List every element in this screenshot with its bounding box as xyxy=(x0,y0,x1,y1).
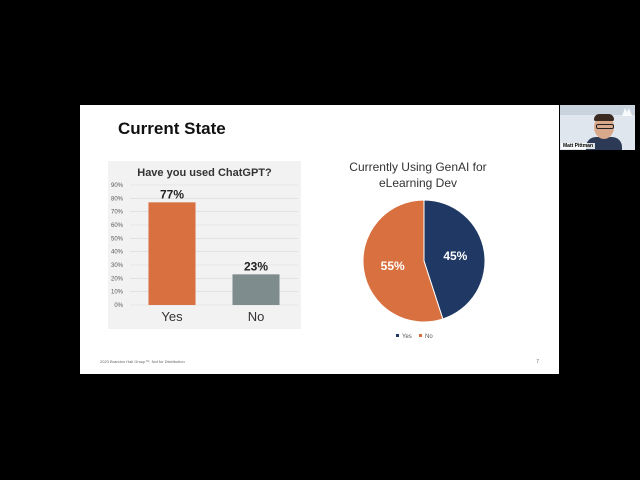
pie-slice-no xyxy=(362,199,444,323)
slide: Current State Have you used ChatGPT? 0% 1… xyxy=(80,105,559,374)
legend-label-yes: Yes xyxy=(402,334,412,340)
participant-body xyxy=(586,137,622,150)
y-tick-label: 0% xyxy=(114,303,123,309)
bar-chart: 0% 10% 20% 30% 40% 50% 60% 70% 80% 90% 77% Yes 23% No xyxy=(111,183,298,324)
data-label: 23% xyxy=(244,259,268,273)
pie-chart: 45% 55% Yes No xyxy=(362,199,486,340)
participant-face xyxy=(594,115,614,139)
bar-no xyxy=(232,274,280,305)
pie-data-label: 55% xyxy=(381,259,405,273)
pie-title-line-1: Currently Using GenAI for xyxy=(349,160,487,174)
x-tick-label: No xyxy=(248,309,265,324)
y-tick-label: 60% xyxy=(111,223,124,229)
company-logo-icon xyxy=(622,108,632,116)
data-label: 77% xyxy=(160,187,184,201)
y-tick-label: 70% xyxy=(111,210,124,216)
legend-swatch-yes xyxy=(396,334,399,337)
pie-data-label: 45% xyxy=(443,249,467,263)
participant-video-tile[interactable]: Matt Pittman xyxy=(560,105,635,150)
x-tick-label: Yes xyxy=(161,309,183,324)
legend-swatch-no xyxy=(419,334,422,337)
y-tick-label: 30% xyxy=(111,263,124,269)
y-tick-label: 80% xyxy=(111,196,124,202)
legend-label-no: No xyxy=(425,334,433,340)
bar-chart-panel: Have you used ChatGPT? 0% 10% 20% 30% 40% 50%… xyxy=(108,161,301,329)
y-tick-label: 40% xyxy=(111,250,124,256)
participant-name: Matt Pittman xyxy=(561,143,595,149)
slide-footer: 2023 Brandon Hall Group™. Not for Distri… xyxy=(100,359,185,364)
y-tick-label: 20% xyxy=(111,276,124,282)
bar-yes xyxy=(148,202,196,305)
participant-hair xyxy=(594,114,614,121)
participant-glasses xyxy=(596,124,614,129)
pie-title-line-2: eLearning Dev xyxy=(378,176,458,190)
pie-chart-title: Currently Using GenAI for eLearning Dev xyxy=(348,159,488,191)
video-background xyxy=(560,105,635,115)
bar-chart-title: Have you used ChatGPT? xyxy=(137,167,272,179)
pie-slice-yes xyxy=(423,199,486,320)
y-tick-label: 90% xyxy=(111,183,124,189)
slide-title: Current State xyxy=(118,119,226,138)
page-number: 7 xyxy=(536,359,539,365)
y-tick-label: 50% xyxy=(111,236,124,242)
y-tick-label: 10% xyxy=(111,290,124,296)
